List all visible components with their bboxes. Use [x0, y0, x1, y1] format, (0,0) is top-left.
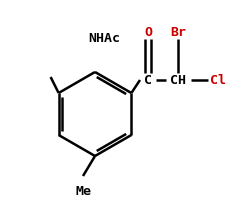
Text: Br: Br	[170, 26, 186, 39]
Text: CH: CH	[170, 74, 186, 87]
Text: C: C	[144, 74, 152, 87]
Text: Cl: Cl	[210, 74, 226, 87]
Text: O: O	[144, 26, 152, 39]
Text: Me: Me	[75, 184, 91, 197]
Text: NHAc: NHAc	[88, 31, 120, 44]
